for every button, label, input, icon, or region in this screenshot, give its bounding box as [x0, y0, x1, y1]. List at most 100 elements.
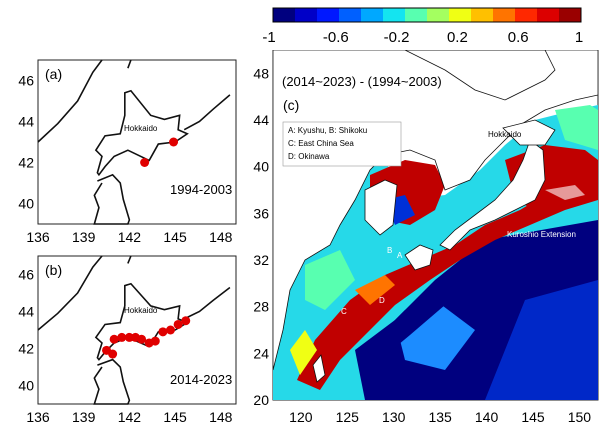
- y-tick-label: 46: [18, 267, 34, 283]
- colorbar-cell: [559, 8, 582, 22]
- sakhalin-coast: [127, 59, 132, 69]
- hokkaido: [502, 119, 556, 146]
- y-tick-label: 44: [18, 114, 34, 130]
- colorbar-tick-label: 0.2: [447, 29, 468, 46]
- colorbar-cell: [449, 8, 472, 22]
- colorbar-ticks: -1 -0.6 -0.2 0.2 0.6 1: [262, 29, 583, 46]
- legend-item-3: D: Okinawa: [288, 152, 330, 161]
- y-tick-label: 28: [253, 299, 269, 315]
- sakhalin-coast: [127, 255, 132, 264]
- panel-b-points: [102, 316, 191, 359]
- panel-c-title: (2014~2023) - (1994~2003): [282, 74, 442, 89]
- observation-point: [117, 332, 127, 342]
- panel-c-y-ticks: 48 44 40 36 32 28 24 20: [253, 65, 269, 408]
- observation-point: [108, 349, 118, 359]
- colorbar-cell: [295, 8, 318, 22]
- anomaly-field: [273, 50, 598, 400]
- panel-a-frame: [37, 59, 237, 225]
- x-tick-label: 130: [382, 409, 406, 425]
- panel-a-hokkaido-label: Hokkaido: [124, 124, 158, 133]
- legend-item-2: C: East China Sea: [288, 139, 354, 148]
- x-tick-label: 142: [118, 409, 142, 425]
- point-b-label: B: [387, 246, 392, 255]
- x-tick-label: 145: [163, 229, 187, 245]
- x-tick-label: 150: [568, 409, 592, 425]
- colorbar-tick-label: 1: [575, 29, 583, 46]
- panel-b-label: (b): [45, 262, 62, 278]
- panel-a: (a) Hokkaido 1994-2003 136 139 142 145 148 4…: [18, 59, 237, 245]
- y-tick-label: 32: [253, 252, 269, 268]
- hokkaido-coast: [94, 89, 189, 177]
- panel-a-label: (a): [45, 66, 62, 82]
- kuril-coast: [183, 286, 231, 320]
- panel-c-label: (c): [283, 97, 299, 113]
- x-tick-label: 140: [475, 409, 499, 425]
- taiwan: [312, 354, 326, 383]
- kyushu: [404, 244, 434, 271]
- colorbar-cell: [471, 8, 494, 22]
- okinawa-trough: [365, 295, 445, 360]
- panel-b-x-ticks: 136 139 142 145 148: [26, 409, 232, 425]
- colorbar-cell: [339, 8, 362, 22]
- mainland-coast: [37, 255, 103, 331]
- observation-point: [140, 158, 150, 167]
- panel-a-period: 1994-2003: [170, 182, 232, 197]
- colorbar-tick-label: -0.2: [384, 29, 410, 46]
- hokkaido-coast: [94, 282, 190, 361]
- y-tick-label: 48: [253, 65, 269, 81]
- x-tick-label: 136: [26, 229, 50, 245]
- y-tick-label: 44: [253, 112, 269, 128]
- colorbar-tick-label: 0.6: [508, 29, 529, 46]
- panel-b-period: 2014-2023: [170, 372, 232, 387]
- colorbar-cell: [273, 8, 296, 22]
- panel-b-coastline: [37, 255, 231, 405]
- y-tick-label: 40: [253, 159, 269, 175]
- x-tick-label: 142: [118, 229, 142, 245]
- colorbar-cells: [273, 8, 582, 22]
- x-tick-label: 135: [428, 409, 452, 425]
- observation-point: [109, 334, 119, 344]
- point-c-label: C: [341, 307, 347, 316]
- colorbar-tick-label: -0.6: [323, 29, 349, 46]
- colorbar-cell: [493, 8, 516, 22]
- kuril-coast: [183, 94, 231, 131]
- panel-a-x-ticks: 136 139 142 145 148: [26, 229, 232, 245]
- y-tick-label: 44: [18, 304, 34, 320]
- panel-c-x-ticks: 120 125 130 135 140 145 150: [289, 409, 591, 425]
- panel-c-legend: A: Kyushu, B: Shikoku C: East China Sea …: [282, 121, 402, 167]
- x-tick-label: 145: [521, 409, 545, 425]
- colorbar-tick-label: -1: [262, 29, 275, 46]
- point-d-label: D: [379, 296, 385, 305]
- colorbar-cell: [427, 8, 450, 22]
- mainland-coast: [37, 59, 103, 143]
- pacific-blue-region: [485, 280, 598, 400]
- panel-b-frame: [37, 255, 237, 405]
- x-tick-label: 139: [72, 229, 96, 245]
- panel-a-points: [140, 137, 179, 167]
- korea: [364, 179, 398, 236]
- x-tick-label: 148: [209, 229, 233, 245]
- x-tick-label: 125: [336, 409, 360, 425]
- x-tick-label: 139: [72, 409, 96, 425]
- panel-c: (2014~2023) - (1994~2003) (c) A: Kyushu,…: [253, 50, 599, 425]
- kuroshio-extension-label: Kuroshio Extension: [507, 230, 576, 239]
- y-tick-label: 20: [253, 392, 269, 408]
- y-tick-label: 24: [253, 345, 269, 361]
- x-tick-label: 136: [26, 409, 50, 425]
- y-tick-label: 36: [253, 205, 269, 221]
- colorbar-cell: [361, 8, 384, 22]
- colorbar-cell: [537, 8, 560, 22]
- observation-point: [181, 316, 191, 326]
- colorbar-cell: [405, 8, 428, 22]
- observation-point: [150, 336, 160, 346]
- honshu-coast: [93, 358, 131, 405]
- kuroshio-positive-band: [297, 170, 598, 390]
- colorbar-cell: [383, 8, 406, 22]
- point-a-label: A: [397, 251, 403, 260]
- panel-b-hokkaido-label: Hokkaido: [124, 306, 158, 315]
- observation-point: [173, 319, 183, 329]
- y-tick-label: 42: [18, 341, 34, 357]
- y-tick-label: 42: [18, 155, 34, 171]
- y-tick-label: 46: [18, 73, 34, 89]
- observation-point: [158, 327, 168, 337]
